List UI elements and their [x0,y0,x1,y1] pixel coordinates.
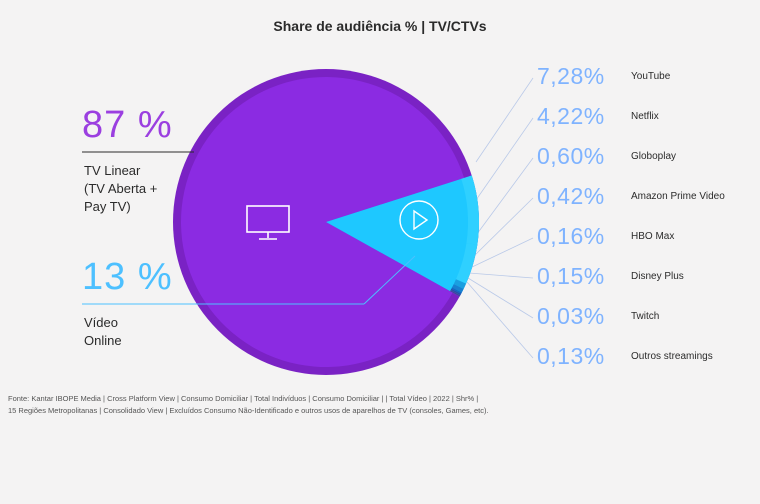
service-name: HBO Max [631,231,675,242]
leader-line [466,281,534,359]
pie-band [461,175,479,245]
service-percentage: 0,42% [537,183,605,209]
leader-line [468,272,534,279]
service-percentage: 7,28% [537,63,605,89]
service-name: Netflix [631,111,659,122]
service-percentage: 0,03% [537,303,605,329]
pie-slice-linear [181,76,465,368]
pie-band [451,287,462,294]
pie-band [455,243,478,284]
pie-slices [173,69,480,375]
service-name: Globoplay [631,151,677,162]
leader-line [471,197,534,259]
service-percentage: 0,13% [537,343,605,369]
play-icon [399,200,439,240]
pie-band [450,289,461,296]
pie-slice-online [326,175,480,297]
service-name: Disney Plus [631,271,684,282]
leader-line [469,237,534,269]
service-percentage: 0,60% [537,143,605,169]
leader-line [475,117,534,201]
leader-line [473,157,534,239]
linear-percentage: 87 % [82,104,173,146]
source-line: Fonte: Kantar IBOPE Media | Cross Platfo… [8,394,479,403]
online-label-line: Vídeo [84,315,118,330]
chart-title: Share de audiência % | TV/CTVs [273,18,487,34]
source-line: 15 Regiões Metropolitanas | Consolidado … [8,406,489,415]
service-percentage: 0,15% [537,263,605,289]
leader-lines [466,77,534,359]
service-name: Twitch [631,311,660,322]
service-percentage: 0,16% [537,223,605,249]
service-name: YouTube [631,71,671,82]
service-name: Outros streamings [631,351,713,362]
source-note: Fonte: Kantar IBOPE Media | Cross Platfo… [8,393,608,417]
pie-band [452,284,464,293]
linear-label-line: Pay TV) [84,199,131,214]
pie-band [450,290,461,297]
leader-line [475,77,534,163]
linear-label-line: TV Linear [84,163,141,178]
online-label-line: Online [84,333,122,348]
online-percentage: 13 % [82,256,173,298]
service-name: Amazon Prime Video [631,191,725,202]
online-label: Vídeo Online [84,314,122,350]
linear-label: TV Linear (TV Aberta + Pay TV) [84,162,157,216]
online-connector [363,255,416,305]
pie-band [450,288,462,296]
linear-label-line: (TV Aberta + [84,181,158,196]
service-percentage: 4,22% [537,103,605,129]
pie-band [453,279,467,289]
tv-icon [246,205,290,240]
leader-line [467,277,534,319]
